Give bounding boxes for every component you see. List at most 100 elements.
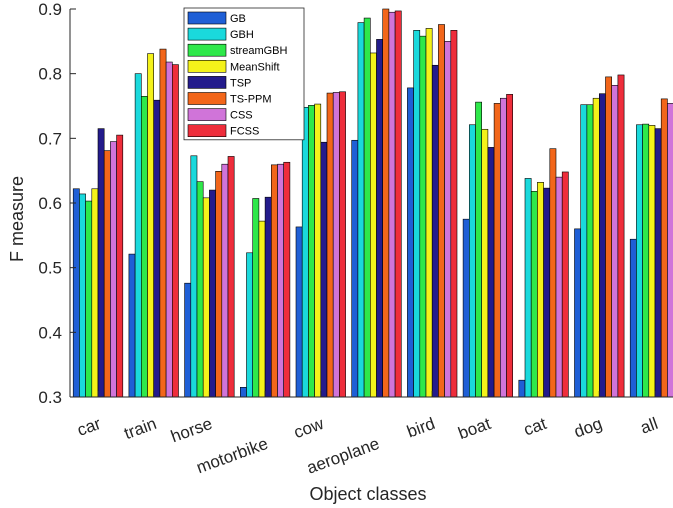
bar-boat-MeanShift	[481, 128, 489, 398]
x-tick-label-car: car	[75, 414, 104, 440]
bar-cow-TS-PPM	[326, 92, 334, 398]
bar-all-TS-PPM	[660, 98, 668, 398]
bar-cow-FCSS	[339, 91, 346, 398]
bar-boat-CSS	[499, 97, 507, 398]
legend-item-CSS: CSS	[187, 108, 253, 122]
legend-label: streamGBH	[230, 45, 288, 57]
bar-motorbike-GB	[240, 386, 247, 398]
legend-item-GB: GB	[187, 11, 246, 25]
bar-train-CSS	[165, 61, 173, 398]
bar-boat-FCSS	[506, 94, 513, 398]
bar-bird-FCSS	[450, 30, 458, 398]
bar-motorbike-CSS	[277, 163, 284, 398]
bar-cow-CSS	[332, 92, 340, 398]
bar-group-cat	[518, 148, 569, 398]
bar-bird-streamGBH	[419, 35, 427, 398]
bar-cat-TS-PPM	[549, 148, 557, 398]
bar-dog-streamGBH	[586, 104, 594, 398]
bar-boat-TSP	[487, 147, 495, 398]
bar-aeroplane-CSS	[388, 11, 396, 398]
legend-label: GB	[230, 13, 246, 25]
legend-swatch	[187, 108, 227, 121]
y-tick-label: 0.6	[38, 194, 62, 213]
bar-aeroplane-GB	[351, 139, 359, 398]
bar-cat-FCSS	[561, 171, 569, 398]
bar-dog-TS-PPM	[605, 76, 612, 398]
bar-car-CSS	[110, 141, 117, 398]
bar-motorbike-MeanShift	[258, 220, 266, 398]
y-tick-label: 0.7	[38, 129, 62, 148]
bar-cat-GB	[518, 379, 526, 398]
bar-motorbike-TS-PPM	[270, 164, 278, 398]
bar-all-TSP	[654, 128, 662, 398]
bar-aeroplane-FCSS	[394, 10, 402, 398]
bar-horse-GB	[184, 282, 192, 398]
x-tick-label-cat: cat	[521, 414, 549, 440]
bar-group-motorbike	[240, 161, 291, 398]
y-tick-label: 0.3	[38, 388, 62, 407]
bar-horse-FCSS	[227, 156, 235, 398]
y-tick-label: 0.9	[38, 0, 62, 19]
bar-all-GBH	[636, 124, 643, 398]
bar-boat-streamGBH	[475, 101, 482, 398]
bar-group-aeroplane	[351, 8, 402, 398]
bar-bird-TSP	[431, 64, 439, 398]
bar-all-streamGBH	[642, 123, 650, 398]
bar-car-GBH	[79, 193, 86, 398]
legend-swatch	[187, 59, 227, 73]
bar-groups	[72, 8, 673, 398]
legend-swatch	[187, 92, 227, 105]
bar-group-boat	[462, 94, 513, 398]
bar-cat-streamGBH	[530, 191, 538, 398]
bar-train-TSP	[153, 99, 161, 398]
bar-car-MeanShift	[91, 188, 99, 398]
x-tick-label-all: all	[638, 414, 660, 438]
bar-bird-MeanShift	[425, 28, 433, 398]
x-tick-label-horse: horse	[168, 414, 214, 446]
y-tick-label: 0.8	[38, 65, 62, 84]
bar-group-cow	[295, 91, 346, 398]
bar-dog-FCSS	[617, 74, 625, 398]
bar-aeroplane-TS-PPM	[382, 8, 390, 398]
bar-all-GB	[629, 238, 637, 398]
legend-swatch	[187, 43, 227, 57]
bar-train-streamGBH	[141, 96, 148, 398]
bar-cat-TSP	[543, 187, 551, 398]
bar-horse-streamGBH	[196, 181, 204, 398]
x-axis-label: Object classes	[309, 484, 426, 504]
y-axis-ticks: 0.3 0.4 0.5 0.6 0.7 0.8 0.9	[38, 0, 76, 407]
bar-car-TS-PPM	[103, 150, 111, 398]
legend-label: TSP	[230, 77, 251, 89]
bar-motorbike-TSP	[264, 196, 272, 398]
bar-all-MeanShift	[648, 125, 656, 398]
bar-group-horse	[184, 155, 235, 398]
bar-car-streamGBH	[85, 200, 93, 398]
bar-cat-GBH	[524, 178, 532, 398]
bar-dog-GBH	[580, 104, 588, 398]
bar-group-bird	[407, 24, 458, 398]
bar-bird-GBH	[413, 30, 421, 398]
bar-car-TSP	[97, 128, 105, 398]
legend-swatch	[187, 27, 227, 41]
legend-item-MeanShift: MeanShift	[187, 59, 280, 73]
bar-all-CSS	[667, 103, 673, 398]
bar-train-TS-PPM	[159, 48, 167, 398]
bar-cow-MeanShift	[314, 103, 322, 398]
bar-horse-TSP	[209, 189, 216, 398]
bar-train-MeanShift	[147, 53, 154, 398]
legend-item-GBH: GBH	[187, 27, 254, 41]
bar-bird-CSS	[444, 41, 452, 398]
bar-train-GBH	[134, 73, 142, 398]
bar-boat-TS-PPM	[493, 103, 501, 398]
x-tick-label-aeroplane: aeroplane	[304, 434, 382, 478]
x-tick-label-bird: bird	[404, 414, 437, 442]
bar-motorbike-FCSS	[283, 161, 291, 398]
legend-item-TSP: TSP	[187, 76, 251, 89]
legend-label: MeanShift	[230, 61, 280, 73]
bar-group-all	[629, 98, 673, 398]
legend-label: FCSS	[230, 126, 259, 138]
legend-label: CSS	[230, 110, 253, 122]
y-tick-label: 0.5	[38, 259, 62, 278]
y-axis-label: F measure	[7, 176, 27, 262]
